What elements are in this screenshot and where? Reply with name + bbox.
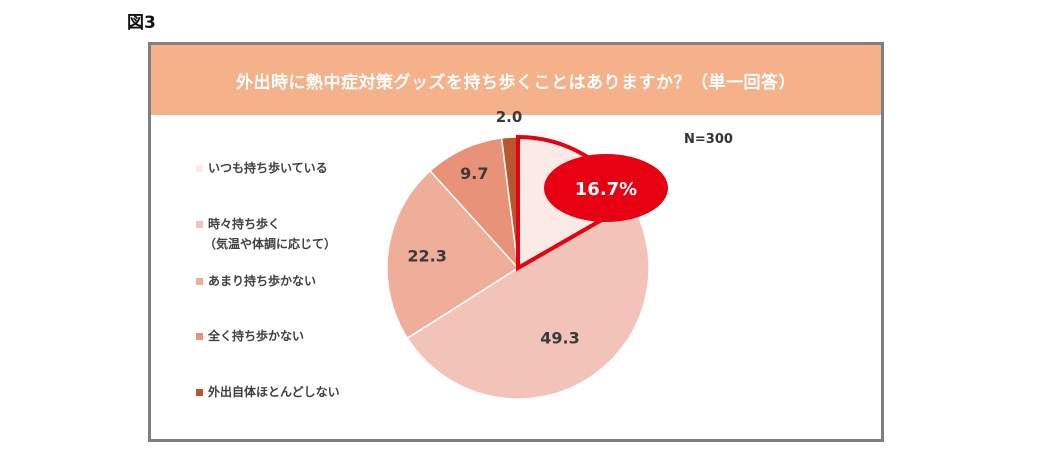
value-labels: 16.7% 49.3 22.3 9.7 2.0 [407, 108, 668, 348]
highlight-callout [544, 154, 668, 222]
legend-swatch-3 [196, 278, 203, 285]
chart-title: 外出時に熱中症対策グッズを持ち歩くことはありますか？（単一回答） [236, 72, 796, 93]
legend-item-3: あまり持ち歩かない [196, 273, 316, 288]
legend-label-4: 全く持ち歩かない [207, 328, 304, 343]
chart-frame: 外出時に熱中症対策グッズを持ち歩くことはありますか？（単一回答） いつも持ち歩い… [148, 42, 884, 442]
value-label-3: 22.3 [407, 247, 446, 266]
value-label-2: 49.3 [540, 329, 579, 348]
sample-size-note: N=300 [684, 132, 733, 147]
legend-swatch-5 [196, 389, 203, 396]
pie-slice-3 [386, 169, 520, 340]
legend-swatch-4 [196, 333, 203, 340]
legend-item-5: 外出自体ほとんどしない [196, 384, 340, 399]
value-label-1: 16.7% [575, 179, 637, 200]
legend-label-1: いつも持ち歩いている [208, 160, 328, 175]
legend-swatch-2 [196, 221, 203, 228]
pie-slice-4 [429, 137, 520, 271]
figure-label: 図3 [127, 13, 156, 33]
legend-label-5: 外出自体ほとんどしない [208, 384, 340, 399]
legend-item-1: いつも持ち歩いている [196, 160, 328, 175]
title-bar: 外出時に熱中症対策グッズを持ち歩くことはありますか？（単一回答） [151, 45, 881, 115]
legend-swatch-1 [196, 165, 203, 172]
value-label-4: 9.7 [460, 164, 488, 183]
pie-slice-2 [406, 201, 650, 400]
legend-label-2-line-2: （気温や体調に応じて） [204, 236, 336, 251]
legend-label-3: あまり持ち歩かない [208, 273, 316, 288]
legend-label-2: 時々持ち歩く [208, 216, 280, 231]
legend-item-4: 全く持ち歩かない [196, 328, 304, 343]
legend-item-2: 時々持ち歩く （気温や体調に応じて） [196, 216, 336, 251]
value-label-5: 2.0 [496, 108, 523, 126]
